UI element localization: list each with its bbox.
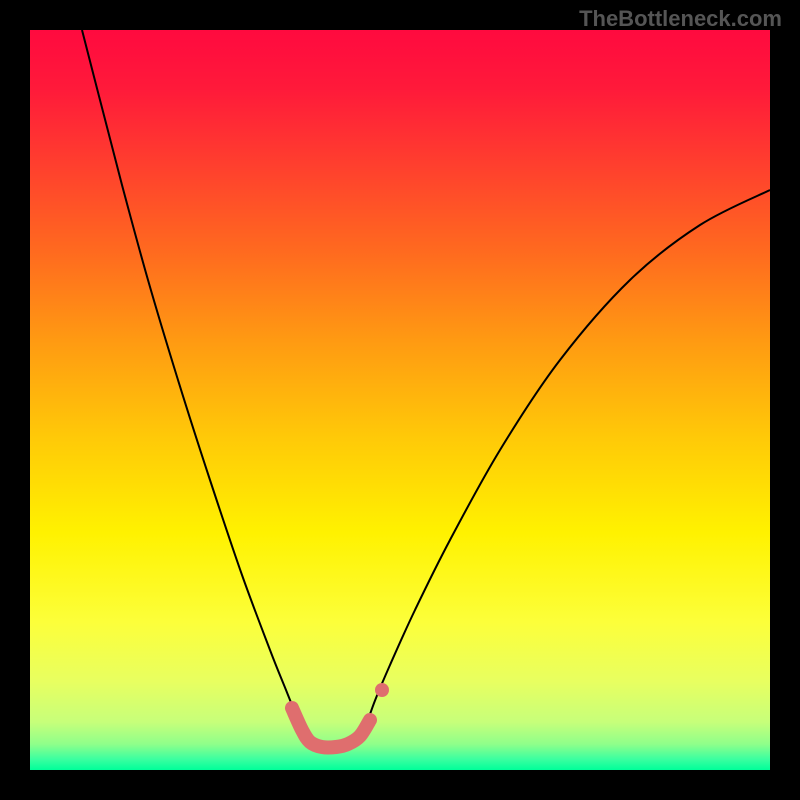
gradient-background	[30, 30, 770, 770]
plot-area	[30, 30, 770, 770]
bottom-marker-dot	[375, 683, 389, 697]
watermark-text: TheBottleneck.com	[579, 6, 782, 32]
chart-frame: TheBottleneck.com	[0, 0, 800, 800]
plot-svg	[30, 30, 770, 770]
